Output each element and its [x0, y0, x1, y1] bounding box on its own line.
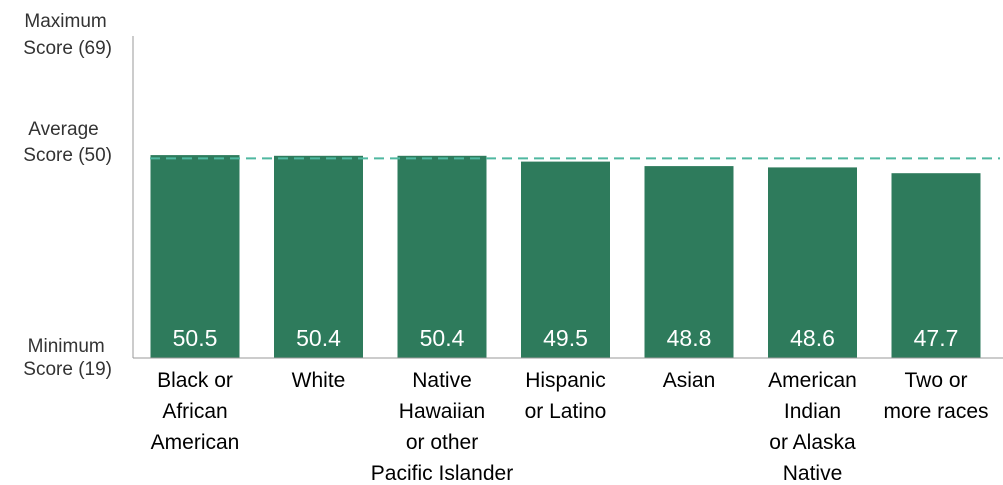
- bar-value-label: 47.7: [914, 325, 959, 351]
- category-label-line: or Alaska: [769, 431, 856, 454]
- value-labels-group: 50.5 50.4 50.4 49.5 48.8 48.6 47.7: [173, 325, 959, 351]
- category-label-line: African: [162, 400, 227, 423]
- bar-value-label: 50.5: [173, 325, 218, 351]
- bar-value-label: 48.6: [790, 325, 835, 351]
- y-label-max-line1: Maximum: [24, 11, 106, 32]
- bar-value-label: 49.5: [543, 325, 588, 351]
- category-labels-group: Black or African American White Native Hawaii…: [151, 369, 989, 485]
- bar: [397, 155, 487, 358]
- category-label: White: [292, 369, 346, 392]
- bar-value-label: 50.4: [420, 325, 465, 351]
- y-label-max-line2: Score (69): [23, 38, 112, 59]
- category-label: Asian: [663, 369, 716, 392]
- category-label-line: Black or: [157, 369, 233, 392]
- category-label-line: Native: [783, 462, 843, 485]
- category-label-line: Hispanic: [525, 369, 606, 392]
- y-label-avg-line1: Average: [28, 119, 98, 140]
- y-label-max: Maximum Score (69): [23, 11, 112, 59]
- category-label-line: White: [292, 369, 346, 392]
- category-label-line: or Latino: [525, 400, 607, 423]
- bar: [150, 155, 240, 358]
- y-label-min-line1: Minimum: [28, 336, 105, 357]
- bar-value-label: 48.8: [667, 325, 712, 351]
- category-label-line: more races: [883, 400, 988, 423]
- bar: [644, 166, 734, 358]
- category-label: Native Hawaiian or other Pacific Islander: [371, 369, 513, 485]
- category-label-line: American: [151, 431, 240, 454]
- category-label-line: American: [768, 369, 857, 392]
- bar: [768, 167, 857, 358]
- category-label: Two or more races: [883, 369, 988, 423]
- y-label-average: Average Score (50): [23, 119, 112, 166]
- y-label-min: Minimum Score (19): [23, 336, 112, 380]
- category-label-line: Two or: [904, 369, 967, 392]
- category-label-line: or other: [406, 431, 478, 454]
- category-label-line: Pacific Islander: [371, 462, 513, 485]
- bars-group: [150, 155, 981, 358]
- category-label: Hispanic or Latino: [525, 369, 607, 423]
- y-label-avg-line2: Score (50): [23, 145, 112, 166]
- category-label-line: Indian: [784, 400, 841, 423]
- category-label-line: Hawaiian: [399, 400, 485, 423]
- bar: [891, 173, 981, 358]
- category-label: American Indian or Alaska Native: [768, 369, 857, 485]
- category-label: Black or African American: [151, 369, 240, 454]
- bar-value-label: 50.4: [296, 325, 341, 351]
- category-label-line: Asian: [663, 369, 716, 392]
- bar: [274, 155, 363, 358]
- bar: [521, 161, 610, 358]
- y-label-min-line2: Score (19): [23, 359, 112, 380]
- category-label-line: Native: [412, 369, 472, 392]
